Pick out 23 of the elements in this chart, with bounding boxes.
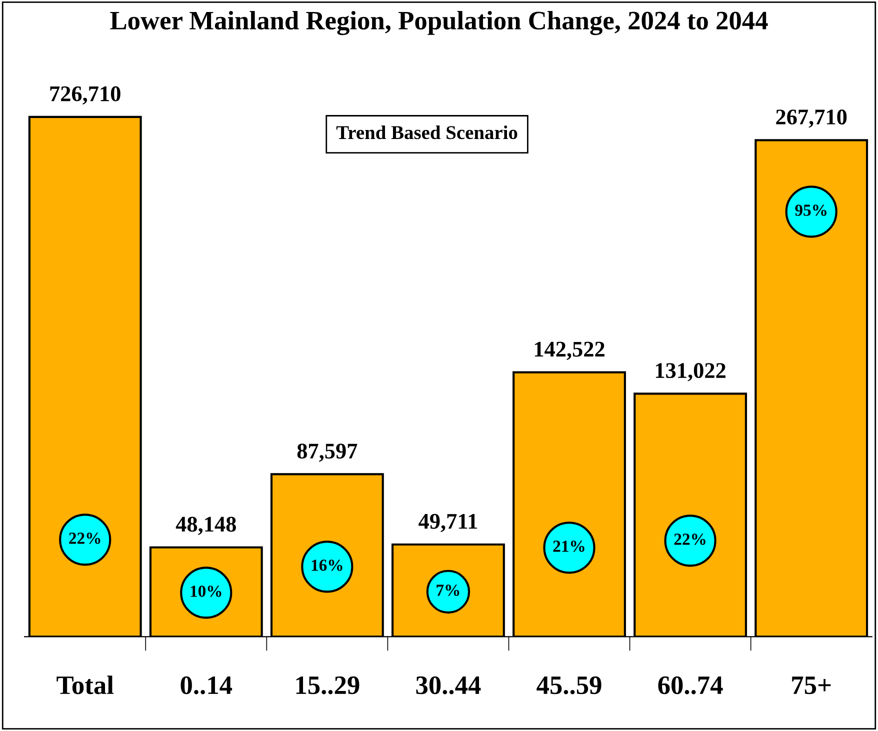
- x-tick-label: 0..14: [180, 676, 232, 694]
- chart-title: Lower Mainland Region, Population Change, 2024 to 2044: [110, 10, 768, 36]
- data-label: 267,710: [776, 110, 847, 128]
- x-tick-label: 30..44: [416, 676, 481, 694]
- x-tick-label: 15..29: [296, 676, 360, 694]
- data-label: 48,148: [176, 516, 236, 535]
- annotation: 10%: [190, 586, 222, 597]
- data-label: 131,022: [656, 363, 726, 382]
- data-label: 726,710: [50, 86, 120, 105]
- annotation: 7%: [436, 584, 460, 596]
- x-tick-label: 60..74: [658, 676, 723, 694]
- annotation: 21%: [553, 540, 584, 552]
- annotation: 95%: [795, 204, 826, 216]
- data-label: 49,711: [418, 514, 478, 532]
- x-tick-label: Total: [56, 676, 114, 694]
- annotation: 22%: [69, 532, 100, 544]
- data-label: 87,597: [297, 444, 358, 462]
- chart-subtitle: Trend Based Scenario: [336, 125, 518, 140]
- data-label: 142,522: [534, 342, 604, 360]
- annotation: 22%: [674, 534, 706, 545]
- annotation: 16%: [312, 560, 342, 571]
- x-tick-label: 45..59: [536, 676, 602, 694]
- x-tick-label: 75+: [792, 676, 831, 694]
